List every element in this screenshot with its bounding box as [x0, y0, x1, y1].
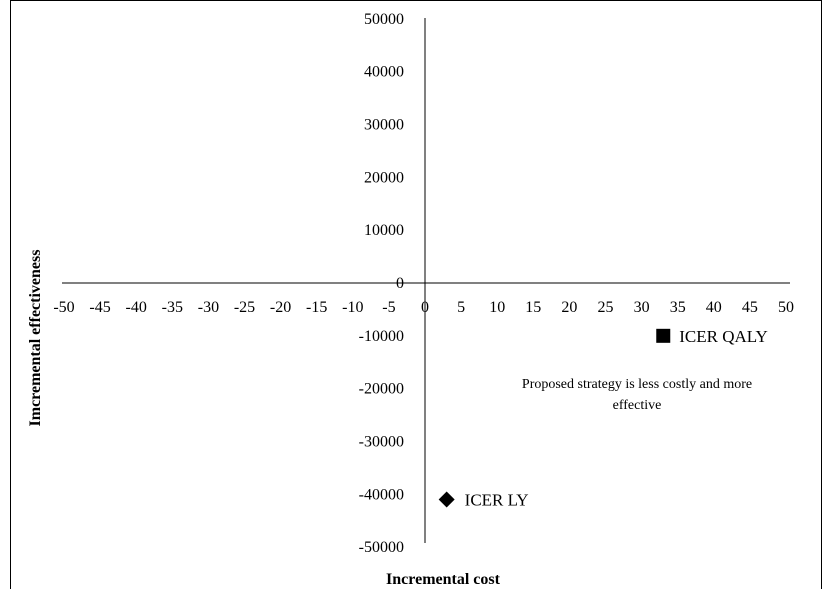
point-label: ICER QALY — [679, 327, 768, 346]
data-points: ICER QALY ICER LY — [438, 327, 768, 510]
point-label: ICER LY — [465, 491, 529, 510]
x-tick-label: 45 — [742, 299, 758, 316]
y-tick-label: 20000 — [364, 169, 404, 186]
x-tick-label: 50 — [778, 299, 794, 316]
point-marker-diamond — [438, 491, 455, 508]
x-axis-title: Incremental cost — [386, 571, 501, 588]
x-tick-label: 35 — [670, 299, 686, 316]
x-tick-label: 15 — [525, 299, 541, 316]
x-tick-label: 30 — [634, 299, 650, 316]
x-tick-label: 20 — [561, 299, 577, 316]
chart-frame — [10, 0, 822, 589]
x-tick-label: -30 — [198, 299, 219, 316]
y-tick-label: -20000 — [359, 381, 404, 398]
x-tick-label: -50 — [53, 299, 74, 316]
x-tick-label: 10 — [489, 299, 505, 316]
x-tick-label: -10 — [342, 299, 363, 316]
x-tick-label: -15 — [306, 299, 327, 316]
x-tick-labels: -50 -45 -40 -35 -30 -25 -20 -15 -10 -5 0 5 10 15 20 25 3… — [53, 299, 794, 316]
y-tick-label: 50000 — [364, 11, 404, 28]
x-tick-label: -25 — [234, 299, 255, 316]
y-tick-label: 30000 — [364, 117, 404, 134]
y-tick-label: 10000 — [364, 222, 404, 239]
axes — [62, 18, 790, 543]
x-tick-label: 5 — [457, 299, 465, 316]
y-tick-label: -40000 — [359, 486, 404, 503]
y-tick-label: 40000 — [364, 64, 404, 81]
annotation-line-2: effective — [613, 398, 662, 413]
x-tick-label: -20 — [270, 299, 291, 316]
x-tick-label: 25 — [598, 299, 614, 316]
x-tick-label: -5 — [382, 299, 395, 316]
y-tick-labels: 50000 40000 30000 20000 10000 0 -10000 -20000 -3… — [359, 11, 404, 556]
annotation-line-1: Proposed strategy is less costly and mor… — [522, 377, 752, 392]
y-tick-label: -30000 — [359, 433, 404, 450]
x-tick-label: -35 — [162, 299, 183, 316]
x-tick-label: -45 — [89, 299, 110, 316]
y-tick-label: 0 — [396, 275, 404, 292]
point-marker-square — [656, 328, 671, 343]
x-tick-label: 0 — [421, 299, 429, 316]
x-tick-label: -40 — [126, 299, 147, 316]
y-axis-title: Imcremental effectiveness — [27, 250, 44, 427]
y-tick-label: -10000 — [359, 328, 404, 345]
x-tick-label: 40 — [706, 299, 722, 316]
y-tick-label: -50000 — [359, 539, 404, 556]
